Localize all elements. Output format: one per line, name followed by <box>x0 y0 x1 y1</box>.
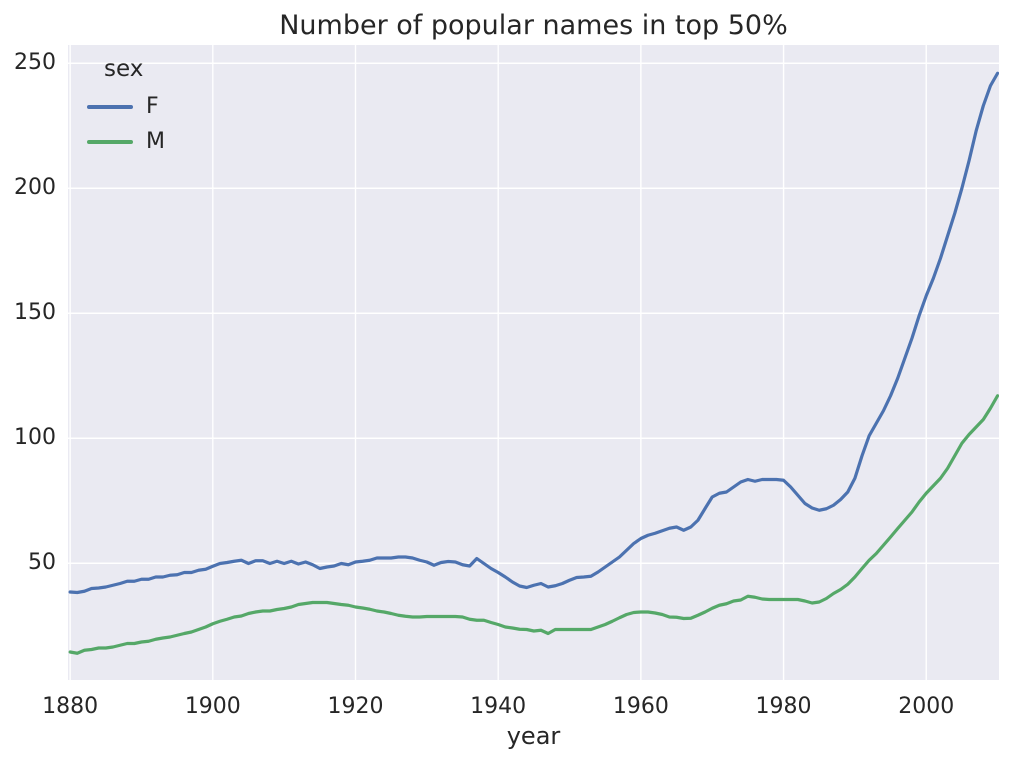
plot-area <box>68 45 999 680</box>
x-tick-label-1940: 1940 <box>470 694 527 719</box>
x-tick-label-1980: 1980 <box>755 694 812 719</box>
legend-line-f-icon <box>87 105 133 109</box>
x-tick-label-1880: 1880 <box>42 694 99 719</box>
chart-title: Number of popular names in top 50% <box>279 10 788 41</box>
y-tick-label-200: 200 <box>14 175 56 201</box>
y-tick-label-150: 150 <box>14 300 56 326</box>
legend-line-m-icon <box>87 140 133 144</box>
legend-label-m: M <box>146 129 165 154</box>
x-tick-label-1920: 1920 <box>327 694 384 719</box>
plot-canvas <box>68 45 999 680</box>
x-tick-label-1900: 1900 <box>184 694 241 719</box>
series-line-f <box>68 71 999 595</box>
x-axis-title: year <box>506 722 561 750</box>
x-tick-label-2000: 2000 <box>898 694 955 719</box>
legend-label-f: F <box>146 94 159 119</box>
legend-title: sex <box>104 56 144 82</box>
gridlines <box>68 45 999 680</box>
y-tick-label-50: 50 <box>28 550 56 576</box>
y-tick-label-100: 100 <box>14 425 56 451</box>
y-tick-label-250: 250 <box>14 50 56 76</box>
x-tick-label-1960: 1960 <box>612 694 669 719</box>
series-line-m <box>68 394 999 655</box>
